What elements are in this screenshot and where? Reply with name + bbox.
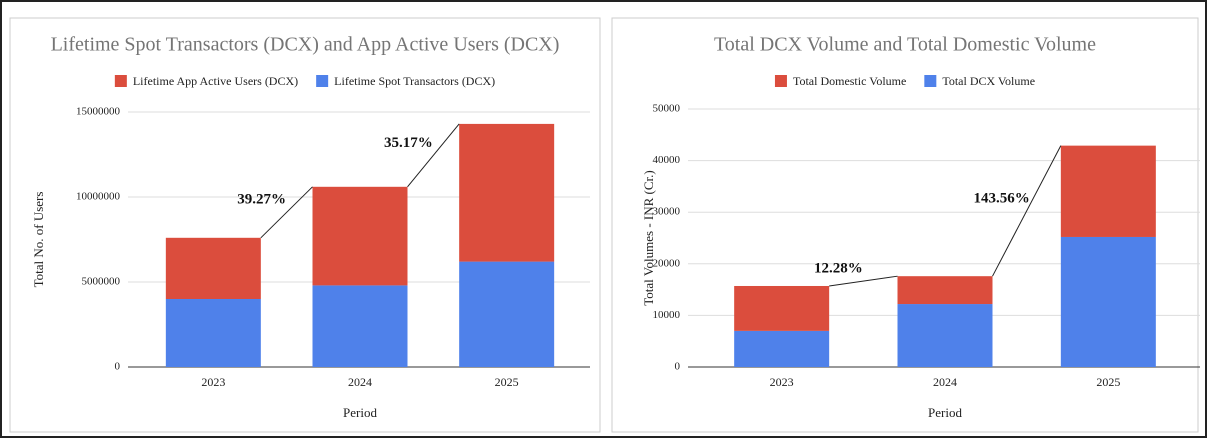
y-tick-label: 20000 xyxy=(653,257,681,269)
y-tick-label: 5000000 xyxy=(82,276,121,288)
bar-segment xyxy=(1060,236,1156,367)
y-tick-label: 40000 xyxy=(653,154,681,166)
x-tick-label: 2025 xyxy=(1096,375,1120,389)
annotation-line xyxy=(829,275,898,287)
bar-segment xyxy=(897,304,993,367)
y-tick-label: 10000 xyxy=(653,309,681,321)
legend-swatch xyxy=(316,75,329,87)
legend-swatch xyxy=(114,75,127,87)
legend-swatch xyxy=(774,75,787,87)
chart-frame xyxy=(611,17,1199,433)
annotation: 143.56% xyxy=(974,190,1030,206)
bar-segment xyxy=(312,285,408,367)
y-tick-label: 0 xyxy=(675,361,681,373)
annotation: 12.28% xyxy=(814,261,863,277)
chart-frame xyxy=(9,17,601,433)
chart-title: Lifetime Spot Transactors (DCX) and App … xyxy=(51,34,560,56)
bar-segment xyxy=(734,330,830,367)
legend-label: Total Domestic Volume xyxy=(793,74,906,88)
y-tick-label: 0 xyxy=(115,361,121,373)
bar-segment xyxy=(165,237,261,299)
y-axis-title: Total No. of Users xyxy=(31,192,46,288)
y-tick-label: 15000000 xyxy=(76,106,121,118)
y-tick-label: 10000000 xyxy=(76,191,121,203)
x-axis-title: Period xyxy=(928,405,962,420)
y-tick-label: 50000 xyxy=(653,103,681,115)
bar-segment xyxy=(312,186,408,286)
legend-label: Total DCX Volume xyxy=(942,74,1035,88)
x-tick-label: 2023 xyxy=(770,375,794,389)
bar-segment xyxy=(459,261,555,367)
bar-segment xyxy=(734,285,830,331)
annotation: 39.27% xyxy=(237,192,286,208)
bar-segment xyxy=(165,299,261,367)
bar-segment xyxy=(897,276,993,305)
legend-swatch xyxy=(924,75,937,87)
y-axis-title: Total Volumes - INR (Cr.) xyxy=(641,170,656,305)
bar-segment xyxy=(1060,145,1156,237)
annotation: 35.17% xyxy=(384,135,433,151)
x-tick-label: 2025 xyxy=(495,375,519,389)
annotation-line xyxy=(407,123,460,188)
legend-label: Lifetime Spot Transactors (DCX) xyxy=(334,74,495,88)
legend-label: Lifetime App Active Users (DCX) xyxy=(133,74,298,88)
x-tick-label: 2024 xyxy=(348,375,372,389)
x-axis-title: Period xyxy=(343,405,377,420)
chart-title: Total DCX Volume and Total Domestic Volu… xyxy=(714,34,1096,56)
y-tick-label: 30000 xyxy=(653,206,681,218)
annotation-line xyxy=(992,145,1062,277)
bar-segment xyxy=(459,123,555,262)
x-tick-label: 2023 xyxy=(201,375,225,389)
x-tick-label: 2024 xyxy=(933,375,957,389)
annotation-line xyxy=(260,186,313,239)
